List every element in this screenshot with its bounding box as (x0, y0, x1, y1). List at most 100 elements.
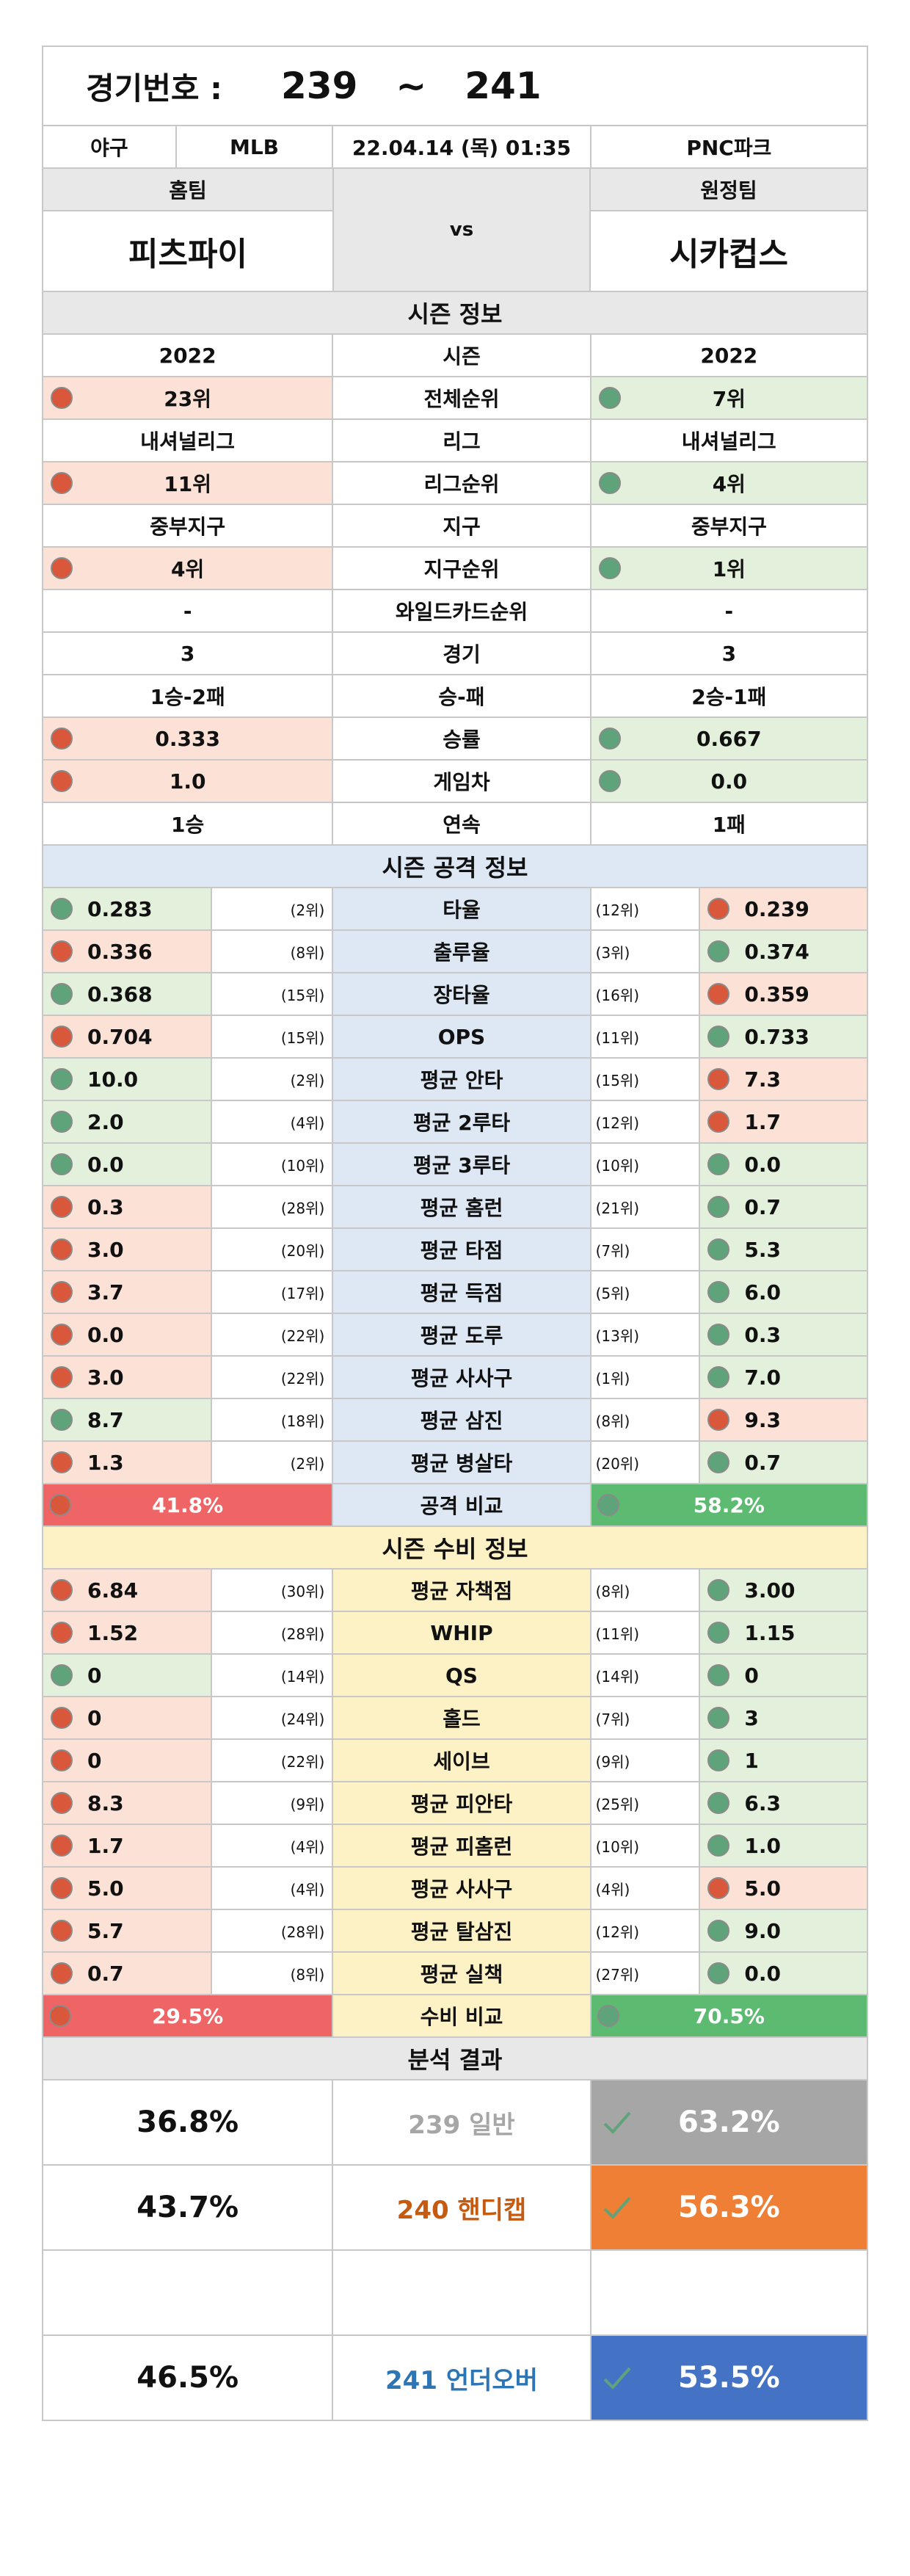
away-value-text: - (724, 598, 734, 623)
attack-row-label: OPS (333, 1016, 592, 1059)
defense-away-value: 0 (700, 1655, 868, 1697)
analysis-row: 43.7% 240 핸디캡 56.3% (43, 2166, 868, 2251)
home-value-text: 5.0 (87, 1876, 124, 1901)
away-value-text: 0.0 (710, 769, 748, 794)
away-value-text: 1위 (712, 557, 746, 581)
ok-dot-icon (707, 1238, 730, 1260)
ok-dot-icon (707, 1451, 730, 1473)
away-value-text: 3 (744, 1705, 759, 1730)
home-value-text: 0 (87, 1663, 102, 1688)
defense-row: 5.7 (28위) 평균 탈삼진 (12위) 9.0 (43, 1910, 868, 1953)
status-dot-icon (49, 1494, 71, 1516)
attack-row: 0.3 (28위) 평균 홈런 (21위) 0.7 (43, 1186, 868, 1229)
season-row: 11위 리그순위 4위 (43, 462, 868, 505)
attack-home-value: 0.283 (43, 888, 212, 931)
defense-away-rank: (10위) (591, 1825, 701, 1868)
ok-dot-icon (598, 557, 621, 579)
analysis-bet-label: 240 핸디캡 (333, 2166, 592, 2251)
home-value-text: - (183, 598, 192, 623)
ok-dot-icon (51, 1409, 73, 1431)
season-row: 2022 시즌 2022 (43, 335, 868, 377)
attack-row: 1.3 (2위) 평균 병살타 (20위) 0.7 (43, 1442, 868, 1484)
home-value-text: 1.3 (87, 1450, 124, 1475)
analysis-bet-label: 239 일반 (333, 2080, 592, 2166)
analysis-section-title: 분석 결과 (43, 2038, 868, 2080)
warning-dot-icon (51, 1026, 73, 1048)
warning-dot-icon (707, 1111, 730, 1133)
season-away-value: 중부지구 (591, 505, 868, 548)
warning-dot-icon (51, 1962, 73, 1984)
defense-row-label: WHIP (333, 1612, 592, 1655)
warning-dot-icon (51, 1792, 73, 1814)
ok-dot-icon (51, 983, 73, 1005)
warning-dot-icon (51, 387, 73, 409)
analysis-home-prob: 36.8% (43, 2080, 334, 2166)
analysis-row: 46.5% 241 언더오버 53.5% (43, 2336, 868, 2421)
away-value-text: 5.3 (744, 1237, 781, 1262)
season-row-label: 승-패 (333, 675, 592, 718)
defense-away-rank: (9위) (591, 1740, 701, 1782)
attack-row: 2.0 (4위) 평균 2루타 (12위) 1.7 (43, 1101, 868, 1144)
analysis-row (43, 2251, 868, 2336)
warning-dot-icon (51, 557, 73, 579)
attack-row: 0.368 (15위) 장타율 (16위) 0.359 (43, 973, 868, 1016)
attack-away-value: 6.0 (700, 1271, 868, 1314)
home-value-text: 0 (87, 1748, 102, 1773)
attack-home-rank: (2위) (211, 1059, 334, 1101)
attack-away-rank: (21위) (591, 1186, 701, 1229)
season-home-value: 중부지구 (43, 505, 334, 548)
attack-row: 0.0 (22위) 평균 도루 (13위) 0.3 (43, 1314, 868, 1357)
versus-label: vs (334, 169, 591, 292)
defense-row-label: 평균 자책점 (333, 1570, 592, 1612)
home-value-text: 중부지구 (150, 515, 226, 539)
season-row-label: 전체순위 (333, 377, 592, 420)
defense-row: 6.84 (30위) 평균 자책점 (8위) 3.00 (43, 1570, 868, 1612)
home-value-text: 8.3 (87, 1790, 124, 1815)
ok-dot-icon (707, 1749, 730, 1771)
defense-row: 0 (24위) 홀드 (7위) 3 (43, 1697, 868, 1740)
defense-away-value: 5.0 (700, 1868, 868, 1910)
home-value-text: 3.0 (87, 1237, 124, 1262)
attack-compare-label: 공격 비교 (333, 1484, 592, 1527)
warning-dot-icon (707, 898, 730, 920)
analysis-home-prob: 46.5% (43, 2336, 334, 2421)
home-value-text: 0.704 (87, 1024, 153, 1049)
season-home-value: 내셔널리그 (43, 420, 334, 462)
defense-row: 0 (14위) QS (14위) 0 (43, 1655, 868, 1697)
home-value-text: 1승 (171, 813, 205, 837)
warning-dot-icon (51, 1281, 73, 1303)
attack-home-rank: (20위) (211, 1229, 334, 1271)
attack-row-label: 평균 삼진 (333, 1399, 592, 1442)
home-value-text: 3.0 (87, 1365, 124, 1390)
attack-compare-row: 41.8% 공격 비교 58.2% (43, 1484, 868, 1527)
home-value-text: 3.7 (87, 1280, 124, 1305)
analysis-bet-label: 241 언더오버 (333, 2336, 592, 2421)
away-value-text: 0.7 (744, 1194, 781, 1219)
ok-dot-icon (707, 1962, 730, 1984)
ok-dot-icon (707, 1835, 730, 1857)
attack-away-rank: (20위) (591, 1442, 701, 1484)
attack-row: 3.0 (20위) 평균 타점 (7위) 5.3 (43, 1229, 868, 1271)
defense-home-rank: (28위) (211, 1910, 334, 1953)
warning-dot-icon (51, 1579, 73, 1601)
attack-home-rank: (2위) (211, 1442, 334, 1484)
defense-away-value: 9.0 (700, 1910, 868, 1953)
defense-home-value: 0 (43, 1740, 212, 1782)
defense-away-rank: (4위) (591, 1868, 701, 1910)
defense-table: 6.84 (30위) 평균 자책점 (8위) 3.00 1.52 (28위) WHIP (11위… (43, 1570, 868, 1995)
attack-away-rank: (11위) (591, 1016, 701, 1059)
season-row: 23위 전체순위 7위 (43, 377, 868, 420)
season-away-value: 7위 (591, 377, 868, 420)
defense-row: 0.7 (8위) 평균 실책 (27위) 0.0 (43, 1953, 868, 1995)
warning-dot-icon (51, 940, 73, 962)
match-number-from: 239 (280, 65, 358, 107)
defense-row: 1.52 (28위) WHIP (11위) 1.15 (43, 1612, 868, 1655)
season-row: 내셔널리그 리그 내셔널리그 (43, 420, 868, 462)
away-team-name: 시카컵스 (591, 211, 868, 292)
season-home-value: 0.333 (43, 718, 334, 761)
defense-home-rank: (8위) (211, 1953, 334, 1995)
ok-dot-icon (707, 1920, 730, 1942)
match-info-row: 야구 MLB 22.04.14 (목) 01:35 PNC파크 (43, 126, 868, 169)
attack-home-value: 1.3 (43, 1442, 212, 1484)
attack-away-value: 0.0 (700, 1144, 868, 1186)
